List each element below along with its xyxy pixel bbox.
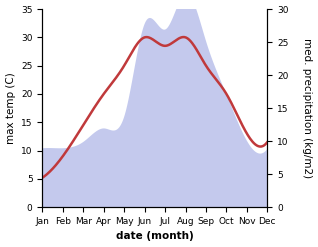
Y-axis label: max temp (C): max temp (C) <box>5 72 16 144</box>
Y-axis label: med. precipitation (kg/m2): med. precipitation (kg/m2) <box>302 38 313 178</box>
X-axis label: date (month): date (month) <box>116 231 194 242</box>
